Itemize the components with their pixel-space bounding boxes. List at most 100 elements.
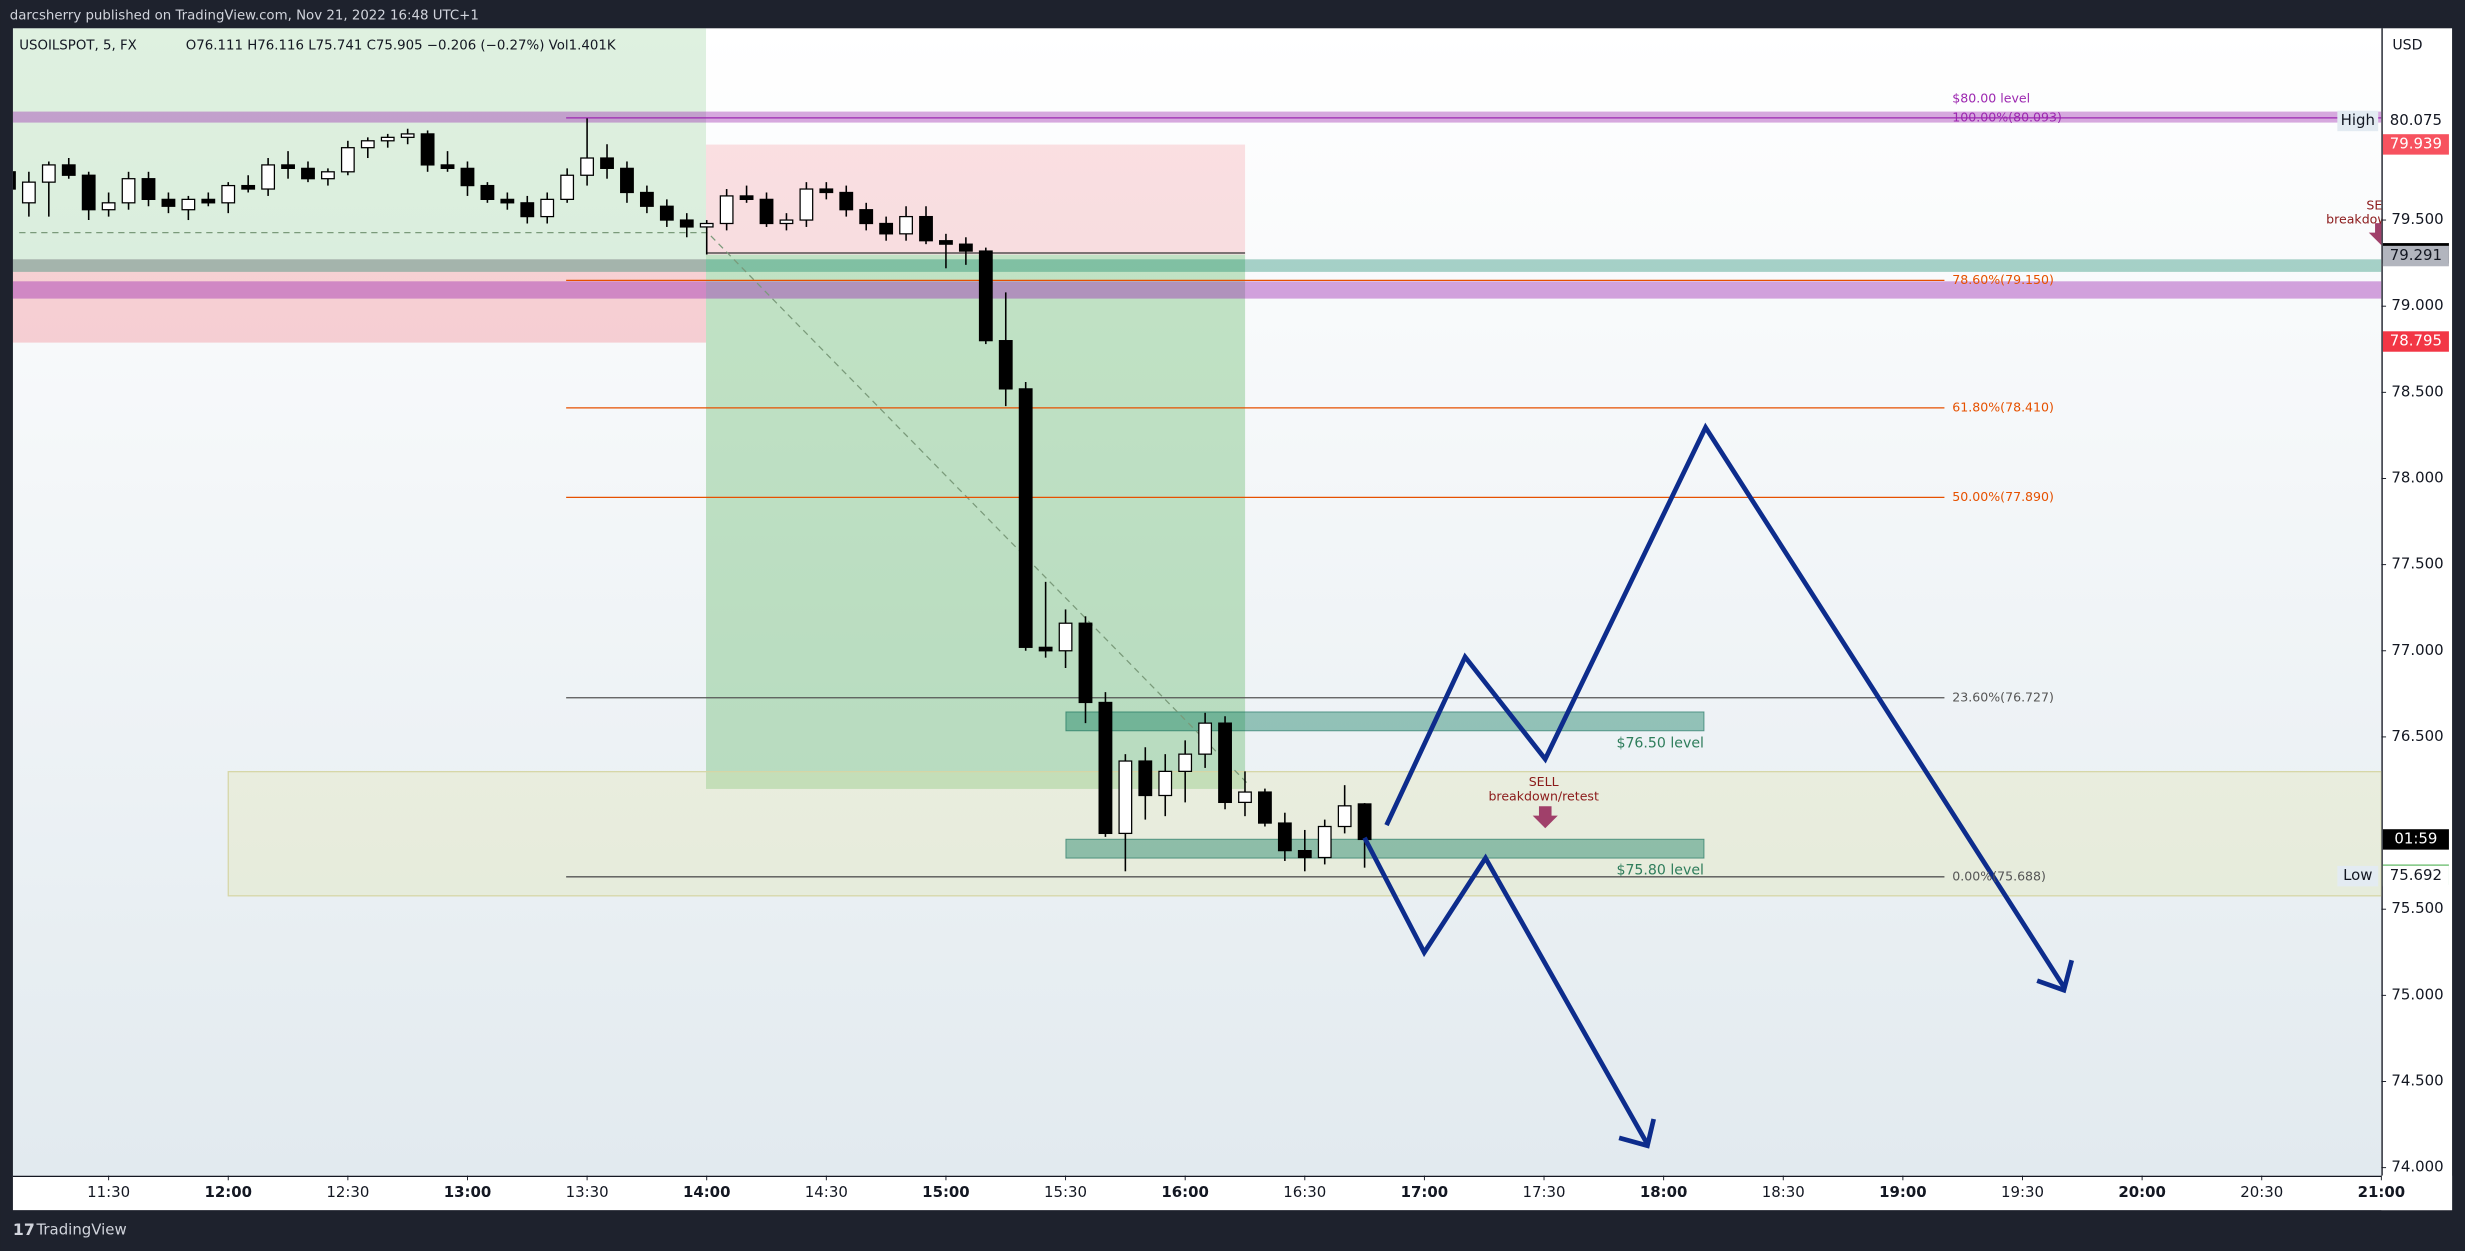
price-badge (2382, 331, 2449, 352)
candle-body (799, 188, 814, 221)
x-tick-label: 13:00 (444, 1183, 492, 1201)
x-tick-label: 20:00 (2118, 1183, 2166, 1201)
candle-body (639, 191, 654, 207)
candle-body (161, 198, 176, 207)
x-tick-label: 19:00 (1879, 1183, 1927, 1201)
price-badge (2382, 134, 2449, 155)
x-tick-label: 18:30 (1762, 1183, 1805, 1201)
x-tick-label: 14:30 (805, 1183, 848, 1201)
zone (12, 259, 707, 343)
fib-label: 23.60%(76.727) (1952, 689, 2054, 704)
trend-line (19, 231, 1251, 787)
candle-body (1317, 825, 1332, 859)
price-badge-label: 79.939 (2390, 134, 2442, 152)
x-tick-label: 17:30 (1523, 1183, 1566, 1201)
candle-body (659, 205, 674, 221)
price-badge-label: 80.075 (2390, 111, 2442, 129)
level-note: $75.80 level (1616, 863, 1704, 879)
candle-body (181, 198, 196, 211)
candle-body (1118, 760, 1133, 835)
band (12, 281, 2382, 299)
x-tick-label: 17:00 (1401, 1183, 1449, 1201)
axes: USD 74.000 74.500 75.000 75.500 76.500 77.000… (12, 28, 2453, 1211)
y-tick-label: 79.500 (2391, 210, 2443, 228)
projection-arrow (2036, 959, 2075, 994)
signal-reason: breakdown/retest (1488, 788, 1599, 803)
y-tick-label: 77.000 (2391, 641, 2443, 659)
candle-body (1238, 791, 1252, 804)
x-tick-label: 20:30 (2240, 1183, 2283, 1201)
y-tick-label: 75.500 (2391, 899, 2443, 917)
candle-body (1038, 646, 1053, 652)
countdown-badge (2382, 829, 2449, 850)
x-tick-label: 15:30 (1044, 1183, 1087, 1201)
candle-body (719, 195, 734, 225)
candle-body (201, 198, 216, 204)
candle-body (440, 164, 455, 169)
symbol: USOILSPOT, 5, FX (19, 39, 137, 54)
candle-body (500, 198, 515, 204)
candle-body (859, 209, 874, 225)
candle-body (520, 202, 535, 218)
candle-body (600, 157, 614, 169)
price-axis (2381, 28, 2453, 1211)
candle-body (400, 133, 415, 138)
candle-body (21, 181, 36, 204)
candle-body (1337, 805, 1352, 828)
price-badge-label: 79.291 (2390, 246, 2442, 264)
candle-body (1158, 770, 1173, 797)
candle-body (141, 178, 156, 201)
candle-body (1198, 722, 1213, 755)
candle-body (1098, 701, 1113, 835)
y-tick-label: 74.500 (2391, 1071, 2443, 1089)
candle-body (998, 340, 1013, 390)
level-zone (1065, 838, 1705, 859)
countdown: 01:59 (2394, 829, 2437, 847)
x-tick-label: 12:00 (204, 1183, 251, 1201)
time-axis (12, 1175, 2453, 1211)
x-tick-label: 12:30 (326, 1183, 369, 1201)
candle-body (699, 222, 714, 228)
candle-body (919, 215, 933, 242)
candle-body (221, 184, 236, 204)
band (12, 259, 2382, 272)
candle-body (1297, 849, 1312, 859)
price-badge-label: 78.795 (2390, 332, 2442, 350)
candle-body (321, 171, 335, 180)
price-badge (2382, 865, 2449, 887)
projection-path (1384, 422, 2066, 989)
ohlc: O76.111 H76.116 L75.741 C75.905 −0.206 (… (186, 39, 617, 54)
x-tick-label: 16:30 (1283, 1183, 1326, 1201)
candle-body (360, 140, 375, 149)
candle-body (958, 243, 973, 252)
level-note: $76.50 level (1616, 735, 1704, 751)
candle-body (12, 171, 16, 190)
candle-body (759, 198, 774, 225)
y-tick-label: 77.500 (2391, 555, 2443, 573)
candle-body (101, 202, 116, 211)
y-tick-label: 75.000 (2391, 985, 2443, 1003)
candle-body (1258, 791, 1272, 824)
candle-body (380, 136, 395, 142)
candle-body (1138, 760, 1153, 797)
candle-body (340, 147, 355, 173)
candle-body (281, 164, 295, 169)
candle-body (480, 184, 495, 201)
candle-body (939, 240, 953, 245)
candle-body (261, 164, 276, 190)
price-tag-label: Low (2343, 866, 2372, 884)
candle-body (839, 191, 854, 211)
x-tick-label: 15:00 (922, 1183, 970, 1201)
y-tick-label: 78.500 (2391, 382, 2443, 400)
fib-label: 78.60%(79.150) (1952, 272, 2054, 287)
x-tick-label: 21:00 (2358, 1183, 2406, 1201)
level-zone (1065, 711, 1705, 732)
x-tick-label: 11:30 (87, 1183, 130, 1201)
x-tick-label: 13:30 (566, 1183, 609, 1201)
candle-body (301, 167, 315, 180)
fib-label: 100.00%(80.093) (1952, 109, 2062, 124)
candle-body (1018, 388, 1033, 648)
y-tick-label: 74.000 (2391, 1158, 2443, 1176)
